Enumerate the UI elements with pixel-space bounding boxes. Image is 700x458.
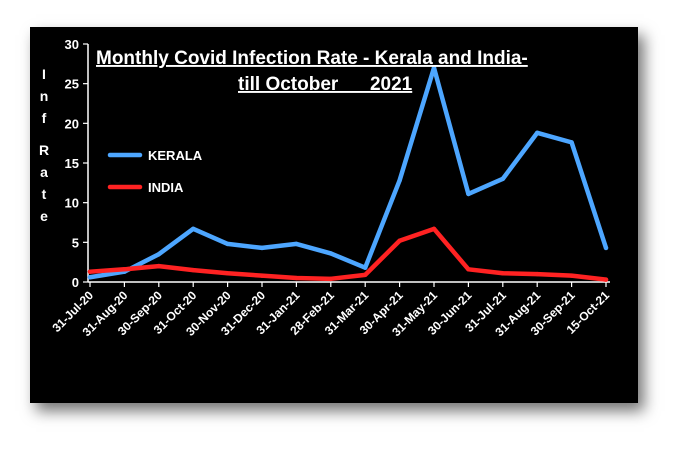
data-point-kerala (363, 265, 368, 270)
data-point-india (431, 226, 437, 232)
data-point-kerala (191, 226, 196, 232)
y-axis-label-letter: n (40, 88, 49, 104)
data-point-kerala (569, 140, 574, 145)
y-axis-label-letter: t (42, 186, 47, 202)
data-point-india (156, 263, 161, 269)
y-ticks: 0 5 10 15 20 25 30 (65, 37, 88, 290)
data-point-india (328, 276, 333, 282)
data-point-india (466, 267, 471, 272)
data-point-kerala (87, 275, 93, 280)
data-point-india (603, 277, 609, 282)
line-chart: 0 5 10 15 20 25 30 31-Jul-2031-Aug-2030-Sep-20… (39, 37, 612, 339)
series-line-india (87, 226, 609, 282)
chart-title-line1: Monthly Covid Infection Rate - Kerala an… (96, 48, 528, 69)
chart-title-line2: till October 2021 (238, 74, 413, 95)
y-tick-label: 15 (65, 156, 79, 171)
data-point-kerala (294, 241, 299, 247)
y-axis-label-letter: f (42, 110, 47, 126)
data-point-kerala (225, 241, 230, 247)
data-point-kerala (156, 252, 161, 257)
y-tick-label: 20 (65, 116, 79, 131)
y-tick-label: 5 (72, 235, 79, 250)
data-point-india (500, 271, 505, 276)
y-axis-label-letter: a (40, 164, 48, 180)
legend-label-india: INDIA (148, 180, 184, 195)
data-point-kerala (500, 176, 505, 182)
y-tick-label: 25 (65, 77, 79, 92)
data-point-india (225, 271, 230, 276)
data-point-india (294, 275, 299, 281)
series-line-kerala (87, 65, 609, 280)
y-axis-label-letter: I (42, 66, 46, 82)
data-point-kerala (466, 191, 471, 197)
data-point-india (259, 273, 265, 278)
data-point-india (535, 271, 540, 277)
chart-frame: 0 5 10 15 20 25 30 31-Jul-20 31-Aug-20 30-Sep-20… (30, 27, 638, 403)
y-tick-label: 0 (72, 275, 79, 290)
data-point-kerala (431, 65, 437, 70)
data-point-kerala (328, 251, 333, 256)
y-tick-label: 30 (65, 37, 79, 52)
legend: KERALA INDIA (107, 148, 203, 195)
y-axis-label-letter: e (40, 208, 48, 224)
data-point-kerala (535, 130, 540, 136)
data-point-india (122, 267, 127, 272)
data-point-kerala (259, 245, 265, 251)
data-point-india (363, 272, 368, 278)
data-point-kerala (603, 245, 609, 251)
data-point-india (569, 273, 574, 278)
y-axis-label-letter: R (39, 142, 49, 158)
data-point-india (397, 238, 402, 243)
series-lines (87, 65, 609, 282)
y-tick-label: 10 (65, 196, 79, 211)
data-point-india (87, 269, 93, 274)
x-ticks: 31-Jul-2031-Aug-2030-Sep-2031-Oct-2030-N… (49, 282, 612, 339)
data-point-kerala (397, 178, 402, 183)
legend-label-kerala: KERALA (148, 148, 203, 163)
data-point-india (191, 267, 196, 273)
